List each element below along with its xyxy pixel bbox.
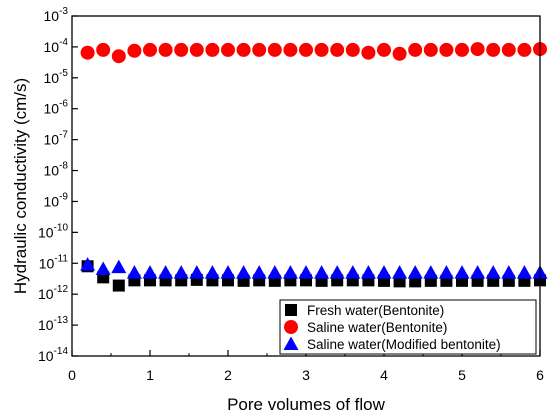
data-point-triangle bbox=[142, 265, 158, 279]
y-tick-label: 10-11 bbox=[39, 253, 69, 271]
data-point-circle bbox=[408, 42, 423, 57]
y-tick-label: 10-7 bbox=[44, 130, 69, 148]
data-point-circle bbox=[80, 45, 95, 60]
y-axis-title: Hydraulic conductivity (cm/s) bbox=[11, 78, 30, 294]
data-point-triangle bbox=[438, 265, 454, 279]
x-tick-label: 1 bbox=[146, 367, 154, 383]
y-tick-label: 10-14 bbox=[38, 346, 68, 364]
data-point-triangle bbox=[345, 265, 361, 279]
x-tick-label: 0 bbox=[68, 367, 76, 383]
data-point-triangle bbox=[282, 265, 298, 279]
data-point-circle bbox=[439, 42, 454, 57]
data-point-circle bbox=[111, 49, 126, 64]
x-tick-label: 4 bbox=[380, 367, 388, 383]
series-circle bbox=[80, 42, 547, 64]
data-point-circle bbox=[392, 46, 407, 61]
data-point-triangle bbox=[314, 265, 330, 279]
data-point-circle bbox=[314, 42, 329, 57]
data-point-circle bbox=[143, 42, 157, 57]
data-point-triangle bbox=[189, 265, 205, 279]
data-point-circle bbox=[423, 42, 438, 57]
data-point-circle bbox=[96, 42, 111, 57]
legend: Fresh water(Bentonite) Saline water(Bento… bbox=[279, 299, 537, 355]
series-triangle bbox=[80, 257, 548, 279]
y-tick-label: 10-13 bbox=[38, 315, 68, 333]
data-point-circle bbox=[299, 42, 313, 57]
y-tick-label: 10-10 bbox=[38, 222, 68, 240]
data-point-triangle bbox=[173, 265, 189, 279]
y-tick-label: 10-3 bbox=[44, 6, 69, 24]
data-point-triangle bbox=[111, 259, 127, 274]
legend-box bbox=[279, 299, 537, 355]
y-tick-label: 10-9 bbox=[44, 191, 69, 209]
legend-label: Saline water(Bentonite) bbox=[307, 320, 447, 335]
data-point-triangle bbox=[251, 265, 267, 279]
x-axis: 0 1 2 3 4 5 6 bbox=[68, 350, 544, 383]
x-axis-title: Pore volumes of flow bbox=[227, 395, 386, 414]
data-point-triangle bbox=[470, 265, 486, 279]
x-tick-label: 5 bbox=[458, 367, 466, 383]
legend-marker-circle bbox=[284, 320, 298, 334]
data-point-circle bbox=[283, 42, 298, 57]
data-point-triangle bbox=[158, 265, 174, 279]
data-point-triangle bbox=[376, 265, 392, 279]
data-point-circle bbox=[205, 42, 220, 57]
data-point-triangle bbox=[95, 261, 111, 276]
data-point-triangle bbox=[220, 265, 236, 279]
data-point-triangle bbox=[423, 265, 439, 279]
data-point-triangle bbox=[407, 265, 423, 279]
data-point-triangle bbox=[236, 265, 252, 279]
data-point-triangle bbox=[204, 265, 220, 279]
y-tick-label: 10-5 bbox=[44, 68, 69, 86]
data-point-circle bbox=[361, 45, 376, 60]
data-point-triangle bbox=[267, 265, 283, 279]
data-point-circle bbox=[236, 42, 251, 57]
data-point-triangle bbox=[298, 265, 314, 279]
data-point-triangle bbox=[501, 265, 517, 279]
y-tick-label: 10-12 bbox=[38, 284, 68, 302]
y-axis: 10-3 10-4 10-5 10-6 10-7 10-8 10-9 10-10 10-11 10… bbox=[38, 6, 78, 364]
data-point-triangle bbox=[329, 265, 345, 279]
data-point-triangle bbox=[80, 257, 96, 271]
x-tick-label: 2 bbox=[224, 367, 232, 383]
data-point-circle bbox=[501, 42, 516, 57]
data-point-circle bbox=[517, 42, 532, 57]
data-point-circle bbox=[486, 42, 501, 57]
data-point-circle bbox=[127, 43, 142, 58]
y-tick-label: 10-4 bbox=[44, 37, 69, 55]
data-point-triangle bbox=[126, 265, 142, 279]
y-tick-label: 10-6 bbox=[44, 99, 69, 117]
legend-label: Saline water(Modified bentonite) bbox=[307, 337, 501, 352]
data-point-circle bbox=[377, 42, 391, 57]
data-point-triangle bbox=[516, 265, 532, 279]
data-point-circle bbox=[267, 42, 282, 57]
data-point-circle bbox=[174, 42, 189, 57]
data-point-circle bbox=[221, 42, 235, 57]
legend-marker-triangle bbox=[283, 336, 299, 350]
data-point-circle bbox=[158, 42, 173, 57]
legend-label: Fresh water(Bentonite) bbox=[307, 303, 444, 318]
y-tick-label: 10-8 bbox=[44, 161, 69, 179]
data-point-triangle bbox=[485, 265, 501, 279]
data-point-square bbox=[112, 279, 125, 292]
legend-marker-square bbox=[285, 304, 297, 316]
data-point-circle bbox=[470, 42, 485, 57]
data-point-circle bbox=[345, 42, 360, 57]
x-tick-label: 6 bbox=[536, 367, 544, 383]
data-point-triangle bbox=[392, 265, 408, 279]
data-point-triangle bbox=[454, 265, 470, 279]
data-point-circle bbox=[455, 42, 469, 57]
data-point-circle bbox=[252, 42, 267, 57]
data-point-triangle bbox=[360, 265, 376, 279]
x-tick-label: 3 bbox=[302, 367, 310, 383]
data-markers bbox=[80, 42, 548, 292]
data-point-circle bbox=[330, 42, 345, 57]
data-point-circle bbox=[189, 42, 204, 57]
